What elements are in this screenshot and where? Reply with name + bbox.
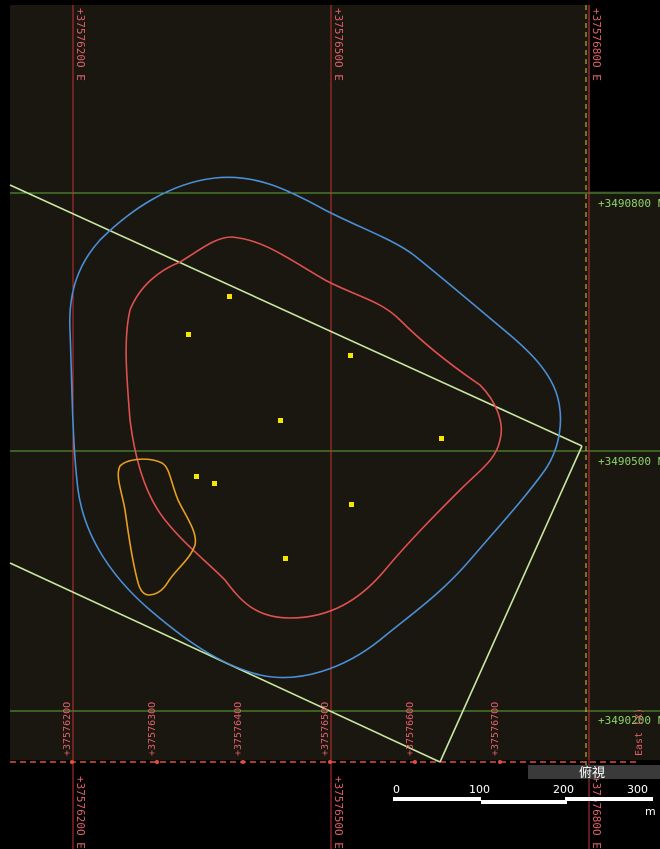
northing-label: +3490800 N xyxy=(598,197,660,210)
axis-tick-label: +3757650O xyxy=(320,702,331,756)
axis-tick-label: +3757630O xyxy=(147,702,158,756)
axis-title: East (X) xyxy=(634,708,645,756)
easting-label-top: +3757620O E xyxy=(74,8,87,81)
northing-label: +3490200 N xyxy=(598,714,660,727)
axis-tick-dot xyxy=(155,760,159,764)
scale-seg-white xyxy=(481,800,567,804)
point[interactable] xyxy=(278,418,283,423)
scale-label: 300 xyxy=(627,783,648,796)
easting-label-bottom: +3757620O E xyxy=(74,776,87,849)
scale-label: 0 xyxy=(393,783,400,796)
easting-label-bottom: +3757650O E xyxy=(332,776,345,849)
axis-tick-label: +3757620O xyxy=(62,702,73,756)
easting-label-top: +3757680O E xyxy=(590,8,603,81)
point[interactable] xyxy=(194,474,199,479)
bottom-axis xyxy=(10,760,640,764)
map-canvas xyxy=(10,5,660,760)
axis-tick-label: +3757640O xyxy=(233,702,244,756)
northing-label: +3490500 N xyxy=(598,455,660,468)
point[interactable] xyxy=(348,353,353,358)
top-easting-labels: +3757620O E +3757650O E +3757680O E xyxy=(74,8,603,81)
northing-labels: +3490800 N +3490500 N +3490200 N xyxy=(598,197,660,727)
scale-label: 100 xyxy=(469,783,490,796)
outer-contour[interactable] xyxy=(68,176,562,679)
point[interactable] xyxy=(439,436,444,441)
view-name-badge: 俯視 xyxy=(528,765,660,781)
point[interactable] xyxy=(283,556,288,561)
small-contour[interactable] xyxy=(117,458,197,596)
point[interactable] xyxy=(227,294,232,299)
axis-tick-dot xyxy=(328,760,332,764)
point[interactable] xyxy=(212,481,217,486)
axis-tick-label: +3757670O xyxy=(490,702,501,756)
axis-tick-dot xyxy=(241,760,245,764)
axis-tick-labels: +3757620O +3757630O +3757640O +3757650O … xyxy=(62,702,645,756)
scale-seg-white xyxy=(565,797,653,801)
offscreen-right xyxy=(590,5,660,191)
axis-tick-dot xyxy=(498,760,502,764)
scale-seg-white xyxy=(393,797,481,801)
scale-units: m xyxy=(645,805,656,818)
point-features xyxy=(186,294,444,561)
view-name: 俯視 xyxy=(579,765,605,781)
axis-tick-dot xyxy=(70,760,74,764)
easting-label-bottom: +3757680O E xyxy=(590,776,603,849)
bottom-easting-labels: +3757620O E +3757650O E +3757680O E xyxy=(74,776,603,849)
easting-grid xyxy=(72,5,590,849)
scale-label: 200 xyxy=(553,783,574,796)
view-name-bg xyxy=(528,765,660,779)
point[interactable] xyxy=(349,502,354,507)
northing-grid xyxy=(10,192,660,712)
scale-bar: 0 100 200 300 m xyxy=(393,783,656,818)
easting-label-top: +3757650O E xyxy=(332,8,345,81)
inner-contour[interactable] xyxy=(125,236,503,619)
axis-tick-dot xyxy=(413,760,417,764)
axis-tick-label: +3757660O xyxy=(405,702,416,756)
point[interactable] xyxy=(186,332,191,337)
